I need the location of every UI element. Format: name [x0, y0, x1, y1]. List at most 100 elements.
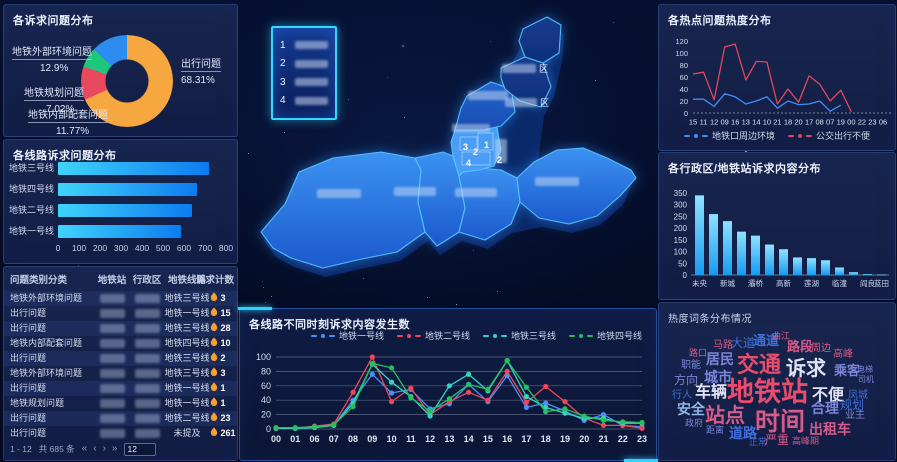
data-point[interactable] — [273, 424, 279, 431]
data-point[interactable] — [600, 422, 607, 428]
cloud-word[interactable]: 距离 — [706, 426, 725, 436]
cloud-word[interactable]: 政府 — [685, 419, 704, 429]
map-marker-number[interactable]: 4 — [466, 158, 471, 168]
data-point[interactable] — [543, 400, 549, 406]
data-point[interactable] — [543, 409, 549, 415]
bar[interactable] — [821, 260, 830, 275]
map-legend-item[interactable]: 4 — [280, 95, 328, 106]
bar[interactable] — [751, 235, 760, 275]
pager-button[interactable]: ‹ — [93, 443, 97, 454]
time-series-chart[interactable]: 0 20 40 60 80 100 00 01 06 07 08 09 10 11 12 13 14 15 16 17… — [240, 309, 656, 460]
table-row[interactable]: 出行问题 地铁一号线 15 — [4, 306, 237, 321]
data-point[interactable] — [408, 385, 414, 391]
hbar-bar[interactable] — [58, 162, 209, 175]
cloud-word[interactable]: 安全 — [677, 402, 705, 418]
cloud-word[interactable]: 马路 — [713, 340, 733, 351]
data-point[interactable] — [369, 360, 375, 367]
cloud-word[interactable]: 居民 — [706, 352, 734, 368]
bar[interactable] — [835, 267, 844, 275]
data-point[interactable] — [562, 410, 568, 416]
hbar-bar[interactable] — [58, 204, 192, 217]
data-point[interactable] — [427, 413, 433, 419]
data-point[interactable] — [543, 404, 549, 410]
legend-item[interactable]: 地铁二号线 — [396, 329, 470, 342]
bar[interactable] — [765, 244, 774, 275]
data-point[interactable] — [427, 408, 433, 414]
data-point[interactable] — [485, 397, 491, 403]
cloud-word[interactable]: 高峰 — [833, 349, 853, 360]
hbar-bar[interactable] — [58, 225, 181, 238]
cloud-word[interactable]: 道路 — [729, 426, 757, 442]
bar[interactable] — [779, 249, 788, 275]
map-marker-number[interactable]: 3 — [463, 142, 468, 152]
cloud-word[interactable]: 不便 — [812, 385, 845, 404]
data-point[interactable] — [543, 383, 549, 390]
cloud-word[interactable]: 曲江 — [772, 332, 791, 342]
data-point[interactable] — [600, 412, 607, 418]
data-point[interactable] — [350, 404, 356, 410]
data-point[interactable] — [523, 394, 530, 400]
cloud-word[interactable]: 规划 — [840, 398, 865, 412]
cloud-word[interactable]: 大道 — [731, 336, 756, 350]
city-district-map[interactable]: 区 区 3 214 2 — [239, 0, 656, 306]
data-point[interactable] — [620, 419, 626, 425]
bar[interactable] — [737, 231, 746, 275]
data-point[interactable] — [388, 390, 395, 396]
data-point[interactable] — [581, 413, 587, 419]
data-point[interactable] — [504, 358, 510, 364]
cloud-word[interactable]: 业主 — [845, 410, 865, 421]
table-row[interactable]: 出行问题 地铁一号线 1 — [4, 381, 237, 396]
map-legend-item[interactable]: 1 — [280, 40, 328, 51]
bar[interactable] — [807, 258, 816, 275]
cloud-word[interactable]: 周边 — [811, 343, 831, 354]
cloud-word[interactable]: 司机 — [858, 375, 874, 384]
data-point[interactable] — [466, 371, 472, 377]
cloud-word[interactable]: 乘客 — [834, 364, 861, 379]
cloud-word[interactable]: 合理 — [811, 401, 839, 417]
pager-button[interactable]: « — [81, 443, 88, 454]
cloud-word[interactable]: 高峰期 — [792, 437, 820, 447]
map-legend-item[interactable]: 2 — [280, 58, 328, 69]
cloud-word[interactable]: 地铁站 — [727, 377, 808, 408]
table-row[interactable]: 地铁外部环境问题 地铁三号线 3 — [4, 291, 237, 306]
bar[interactable] — [695, 195, 704, 275]
bar[interactable] — [863, 274, 872, 276]
pager-button[interactable]: » — [111, 443, 118, 454]
map-marker-number[interactable]: 1 — [484, 140, 489, 150]
legend-item[interactable]: 地铁三号线 — [482, 329, 556, 342]
cloud-word[interactable]: 出租车 — [809, 422, 851, 438]
data-point[interactable] — [639, 419, 645, 426]
data-point[interactable] — [523, 384, 530, 390]
table-row[interactable]: 地铁外部环境问题 地铁三号线 3 — [4, 366, 237, 381]
data-point[interactable] — [466, 381, 472, 387]
cloud-word[interactable]: 时间 — [755, 407, 806, 436]
cloud-word[interactable]: 路口 — [689, 349, 708, 359]
legend-item[interactable]: 地铁一号线 — [310, 329, 384, 342]
cloud-word[interactable]: 车辆 — [695, 382, 728, 401]
table-row[interactable]: 出行问题 地铁二号线 23 — [4, 411, 237, 426]
cloud-word[interactable]: 正常 — [749, 438, 768, 448]
data-point[interactable] — [388, 379, 395, 385]
data-point[interactable] — [523, 404, 530, 410]
pager-button[interactable]: › — [102, 443, 106, 454]
cloud-word[interactable]: 诉求 — [786, 356, 826, 380]
table-row[interactable]: 地铁内部配套问题 地铁四号线 10 — [4, 336, 237, 351]
map-legend-item[interactable]: 3 — [280, 77, 328, 88]
cloud-word[interactable]: 路段 — [787, 340, 814, 355]
table-row[interactable]: 地铁规划问题 地铁一号线 1 — [4, 396, 237, 411]
cloud-word[interactable]: 站点 — [705, 403, 745, 427]
data-point[interactable] — [485, 386, 491, 392]
hbar-bar[interactable] — [58, 183, 197, 196]
data-point[interactable] — [369, 371, 375, 377]
data-point[interactable] — [504, 368, 510, 374]
data-point[interactable] — [388, 399, 395, 405]
cloud-word[interactable]: 行人 — [672, 390, 692, 401]
data-point[interactable] — [562, 406, 568, 412]
table-row[interactable]: 出行问题 地铁三号线 2 — [4, 351, 237, 366]
legend-item[interactable]: 公交出行不便 — [788, 129, 870, 142]
cloud-word[interactable]: 通道 — [753, 334, 780, 349]
legend-item[interactable]: 地铁四号线 — [568, 329, 642, 342]
data-point[interactable] — [466, 389, 472, 395]
cloud-word[interactable]: 交通 — [737, 353, 782, 378]
data-point[interactable] — [446, 383, 452, 389]
